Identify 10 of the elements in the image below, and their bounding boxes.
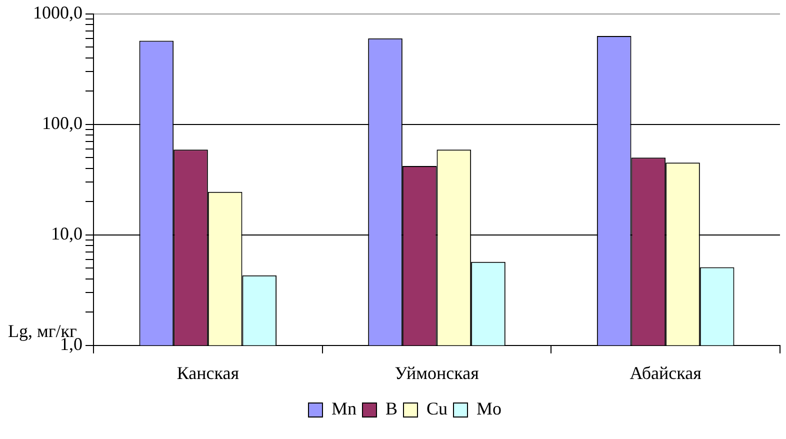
y-tick-label: 100,0 bbox=[42, 113, 82, 134]
legend-label: Mn bbox=[331, 398, 357, 419]
x-tick-label: Канская bbox=[176, 362, 239, 383]
legend-label: Mo bbox=[476, 398, 502, 419]
legend-label: Cu bbox=[426, 398, 448, 419]
x-tick-label: Уймонская bbox=[394, 362, 479, 383]
y-tick-label: 10,0 bbox=[51, 224, 82, 244]
x-tick-label: Абайская bbox=[630, 362, 702, 383]
y-tick-label: 1000,0 bbox=[33, 2, 82, 23]
legend-label: B bbox=[385, 398, 398, 419]
